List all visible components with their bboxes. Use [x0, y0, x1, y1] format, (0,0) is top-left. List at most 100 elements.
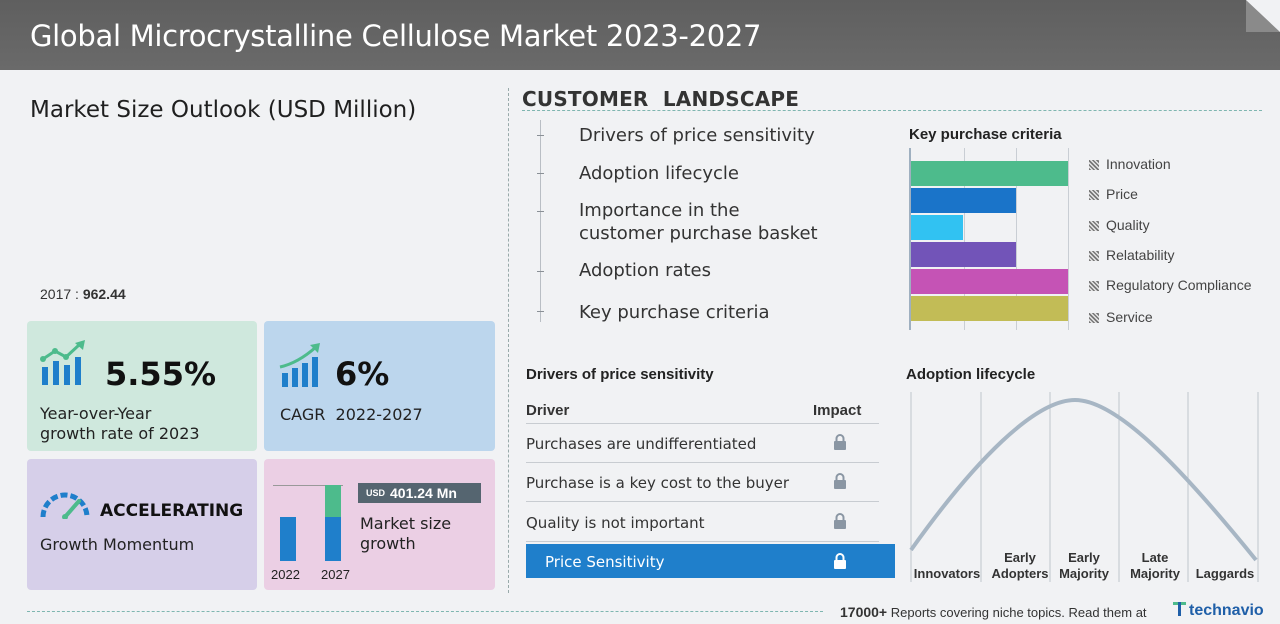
legend-swatch — [1089, 160, 1099, 170]
kpc-gridline — [1016, 148, 1017, 330]
lock-icon — [834, 513, 846, 529]
growth-baseline — [273, 485, 343, 486]
bar-2022 — [280, 517, 296, 561]
footer-message: Reports covering niche topics. Read them… — [890, 605, 1147, 620]
price-sensitivity-row: Price Sensitivity — [526, 544, 895, 578]
legend-label: Regulatory Compliance — [1106, 277, 1252, 293]
yoy-label-line1: Year-over-Year — [40, 404, 152, 423]
legend-label: Service — [1106, 309, 1153, 325]
bar-2027-increment — [325, 485, 341, 517]
stage-early-majority: Early Majority — [1054, 550, 1114, 582]
kpc-legend-item: Price — [1089, 186, 1138, 202]
landscape-item: Adoption rates — [579, 260, 712, 281]
timeline-tick — [537, 135, 544, 136]
stage-innovators: Innovators — [912, 550, 982, 582]
legend-label: Price — [1106, 186, 1138, 202]
technavio-logo[interactable]: technavio — [1173, 602, 1264, 620]
stage-laggards: Laggards — [1192, 550, 1258, 582]
stage-line1 — [912, 550, 982, 566]
yoy-label-line2: growth rate of 2023 — [40, 424, 200, 443]
timeline-tick — [537, 173, 544, 174]
lock-icon — [834, 434, 846, 450]
landscape-item: Key purchase criteria — [579, 302, 770, 323]
legend-swatch — [1089, 221, 1099, 231]
year-end-label: 2027 — [321, 567, 350, 582]
market-size-outlook-title: Market Size Outlook (USD Million) — [30, 97, 417, 123]
base-year-separator: : — [75, 286, 83, 302]
drivers-title: Drivers of price sensitivity — [526, 366, 714, 383]
driver-text: Quality is not important — [526, 514, 705, 532]
growth-label-line1: Market size — [360, 514, 452, 533]
base-year-value: 2017 : 962.44 — [40, 286, 126, 302]
key-purchase-criteria-title: Key purchase criteria — [909, 126, 1062, 143]
growth-value: 401.24 Mn — [390, 485, 457, 501]
corner-fold — [1246, 0, 1280, 32]
kpc-gridline — [1068, 148, 1069, 330]
legend-label: Quality — [1106, 217, 1150, 233]
impact-column-header: Impact — [813, 402, 862, 419]
stage-line2: Majority — [1059, 566, 1109, 581]
kpc-legend-item: Regulatory Compliance — [1089, 277, 1252, 293]
growth-value-badge: USD 401.24 Mn — [358, 483, 481, 503]
base-year-amount: 962.44 — [82, 286, 126, 302]
legend-label: Relatability — [1106, 247, 1175, 263]
growth-chart-icon — [40, 340, 85, 385]
kpc-axis — [909, 148, 1071, 330]
stage-early-adopters: Early Adopters — [986, 550, 1054, 582]
driver-text: Purchase is a key cost to the buyer — [526, 474, 790, 492]
cagr-chart-icon — [279, 343, 320, 387]
price-sensitivity-label: Price Sensitivity — [545, 553, 665, 571]
adoption-lifecycle-title: Adoption lifecycle — [906, 366, 1036, 383]
yoy-growth-card: 5.55% Year-over-Year growth rate of 2023 — [27, 321, 257, 451]
speedometer-icon — [40, 492, 90, 519]
page-header: Global Microcrystalline Cellulose Market… — [0, 0, 1280, 70]
landscape-item: Adoption lifecycle — [579, 163, 739, 184]
landscape-item: Importance in the customer purchase bask… — [579, 200, 818, 244]
kpc-bar-regulatory-compliance — [911, 269, 1068, 294]
kpc-gridline — [964, 148, 965, 330]
stage-line1: Early — [1068, 550, 1100, 565]
lock-icon — [834, 553, 846, 569]
driver-text: Purchases are undifferentiated — [526, 435, 757, 453]
adoption-lifecycle-curve — [909, 392, 1259, 582]
panel-divider — [508, 88, 509, 593]
stage-line2: Majority — [1130, 566, 1180, 581]
kpc-bar-price — [911, 188, 1016, 213]
kpc-bar-innovation — [911, 161, 1068, 186]
footer-text: 17000+ Reports covering niche topics. Re… — [840, 604, 1147, 620]
kpc-legend-item: Quality — [1089, 217, 1150, 233]
page-title: Global Microcrystalline Cellulose Market… — [30, 19, 762, 53]
currency-label: USD — [366, 488, 386, 498]
footer-rule — [27, 611, 823, 612]
stage-line1: Late — [1141, 550, 1169, 565]
cagr-value: 6% — [335, 355, 390, 393]
yoy-growth-value: 5.55% — [105, 355, 217, 393]
customer-landscape-underline — [522, 110, 1262, 111]
stage-line2: Laggards — [1195, 566, 1255, 581]
momentum-label: Growth Momentum — [40, 535, 195, 554]
bar-2027-base — [325, 517, 341, 561]
driver-row: Purchase is a key cost to the buyer — [526, 463, 879, 502]
technavio-mark-icon — [1173, 602, 1186, 616]
timeline-tick — [537, 311, 544, 312]
kpc-legend-item: Relatability — [1089, 247, 1174, 263]
kpc-legend-item: Service — [1089, 309, 1153, 325]
momentum-value: ACCELERATING — [100, 501, 244, 521]
customer-landscape-title: CUSTOMER LANDSCAPE — [522, 87, 800, 111]
customer-landscape-timeline — [540, 120, 541, 322]
kpc-bar-quality — [911, 215, 964, 240]
stage-line2: Adopters — [991, 566, 1049, 581]
legend-swatch — [1089, 251, 1099, 261]
stage-line2: Innovators — [913, 566, 981, 581]
stage-line1 — [1192, 550, 1258, 566]
legend-swatch — [1089, 281, 1099, 291]
driver-row: Quality is not important — [526, 503, 879, 542]
growth-label-line2: growth — [360, 534, 416, 553]
brand-name: technavio — [1189, 602, 1264, 619]
driver-column-header: Driver — [526, 402, 570, 419]
stage-late-majority: Late Majority — [1124, 550, 1186, 582]
stage-line1: Early — [1004, 550, 1036, 565]
landscape-item: Drivers of price sensitivity — [579, 125, 815, 146]
legend-swatch — [1089, 190, 1099, 200]
drivers-header-rule — [526, 423, 879, 424]
